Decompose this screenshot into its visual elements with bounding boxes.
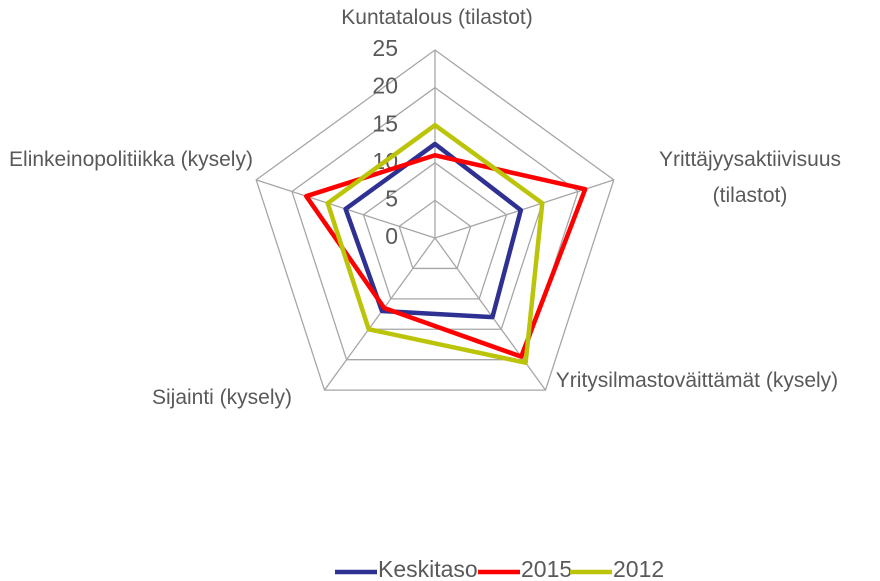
legend-label: 2015 — [521, 556, 572, 581]
grid-line — [398, 199, 472, 270]
category-label: Elinkeinopolitiikka (kysely) — [9, 148, 253, 171]
grid-line — [255, 49, 615, 391]
category-label: Yrittäjyysaktiivisuus (tilastot) — [658, 148, 842, 207]
series-line — [304, 153, 588, 359]
series-line — [325, 122, 545, 365]
grid-line — [291, 86, 579, 361]
tick-label: 25 — [372, 35, 398, 61]
category-label: Kuntatalous (tilastot) — [341, 6, 533, 29]
grid-line — [362, 161, 508, 300]
tick-label: 5 — [385, 185, 398, 211]
tick-label: 0 — [385, 223, 398, 249]
legend-label: 2012 — [613, 556, 664, 581]
tick-label: 15 — [372, 110, 398, 136]
category-label: Sijainti (kysely) — [151, 386, 293, 409]
axis-spoke — [434, 237, 547, 391]
series-line — [343, 141, 524, 320]
legend-label: Keskitaso — [378, 556, 478, 581]
axis-spoke — [323, 237, 436, 391]
category-label: Yritysilmastoväittämät (kysely) — [555, 369, 839, 392]
tick-label: 20 — [372, 73, 398, 99]
